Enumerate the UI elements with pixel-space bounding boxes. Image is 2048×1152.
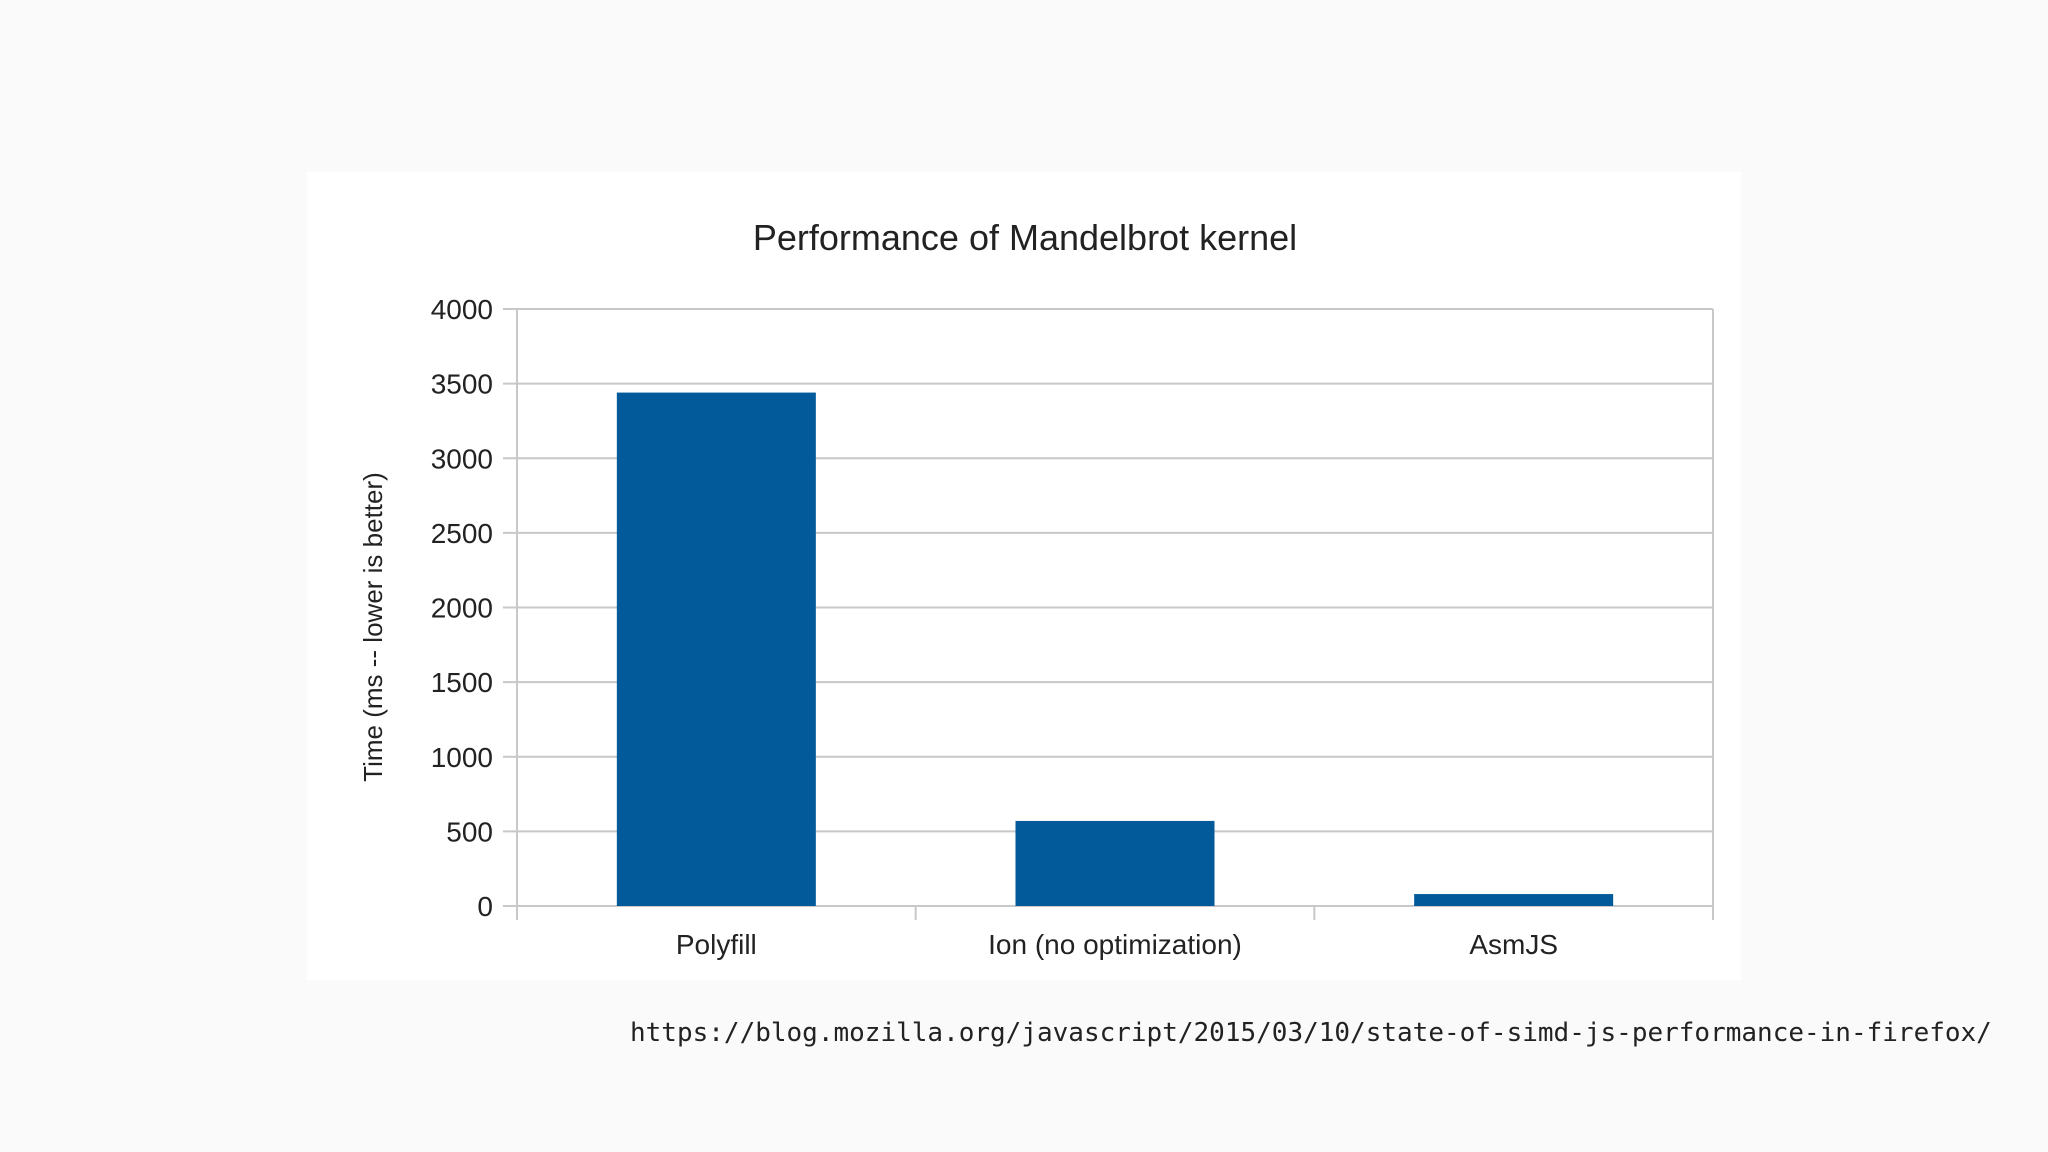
axis-layer [503, 308, 1714, 920]
chart-title: Performance of Mandelbrot kernel [753, 217, 1297, 258]
y-tick-label: 3500 [431, 369, 493, 400]
y-tick-label: 1000 [431, 742, 493, 773]
x-tick-label: AsmJS [1469, 929, 1558, 960]
y-tick-label: 2000 [431, 593, 493, 624]
x-tick-label: Polyfill [676, 929, 757, 960]
bar [616, 392, 816, 907]
y-tick-labels: 0 500 1000 1500 2000 2500 3000 3500 4000 [431, 294, 493, 922]
y-tick-label: 500 [446, 816, 493, 847]
y-tick-label: 2500 [431, 518, 493, 549]
y-tick-label: 1500 [431, 667, 493, 698]
y-tick-label: 4000 [431, 294, 493, 325]
x-tick-label: Ion (no optimization) [988, 929, 1242, 960]
source-url: https://blog.mozilla.org/javascript/2015… [630, 1018, 1992, 1048]
y-axis-label: Time (ms -- lower is better) [358, 472, 388, 782]
y-tick-label: 3000 [431, 443, 493, 474]
bar [1015, 820, 1215, 906]
x-tick-labels: Polyfill Ion (no optimization) AsmJS [676, 929, 1558, 960]
bar-layer [616, 392, 1614, 907]
bar [1414, 894, 1614, 906]
y-tick-label: 0 [477, 891, 493, 922]
